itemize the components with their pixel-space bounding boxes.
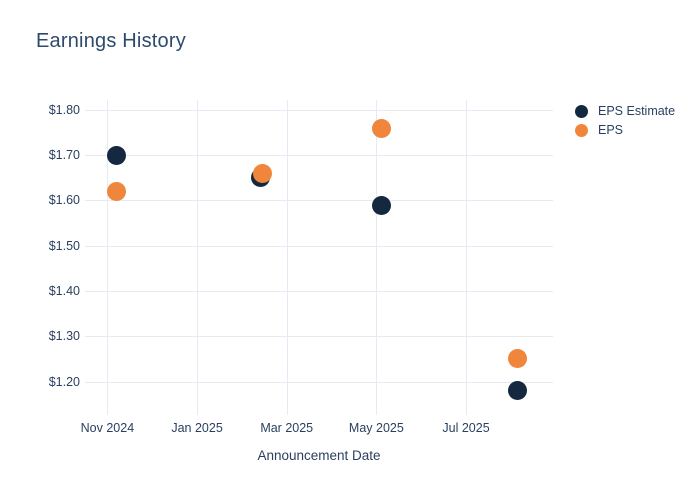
legend-item-eps[interactable]: EPS (575, 123, 675, 137)
gridline-horizontal (85, 155, 553, 157)
gridline-vertical (107, 100, 109, 415)
x-axis: Nov 2024 Jan 2025 Mar 2025 May 2025 Jul 2025 (81, 421, 553, 439)
data-point-eps-estimate[interactable] (106, 145, 126, 165)
gridline-vertical (197, 100, 199, 415)
data-point-eps[interactable] (106, 181, 126, 201)
x-tick-label: Jul 2025 (442, 421, 490, 435)
data-point-eps[interactable] (372, 118, 392, 138)
legend-label-eps: EPS (598, 123, 624, 137)
y-tick-label: $1.80 (48, 102, 80, 117)
gridline-horizontal (85, 109, 553, 111)
x-tick-label: Mar 2025 (260, 421, 314, 435)
legend-swatch-eps (575, 123, 588, 137)
y-tick-label: $1.30 (48, 329, 80, 344)
gridline-vertical (466, 100, 468, 415)
legend-label-eps-estimate: EPS Estimate (598, 104, 676, 118)
y-tick-label: $1.70 (48, 148, 80, 163)
chart-title: Earnings History (36, 30, 186, 52)
data-point-eps[interactable] (252, 163, 272, 183)
gridline-vertical (286, 100, 288, 415)
gridline-horizontal (85, 245, 553, 247)
gridline-horizontal (85, 290, 553, 292)
gridline-vertical (376, 100, 378, 415)
x-axis-title: Announcement Date (257, 448, 381, 463)
gridline-horizontal (85, 381, 553, 383)
gridline-horizontal (85, 336, 553, 338)
legend-swatch-eps-estimate (575, 104, 588, 118)
x-tick-label: Nov 2024 (80, 421, 135, 435)
legend-item-eps-estimate[interactable]: EPS Estimate (575, 104, 675, 118)
legend: EPS Estimate EPS (575, 104, 675, 137)
y-axis: $1.80 $1.70 $1.60 $1.50 $1.40 $1.30 $1.20 (0, 0, 80, 500)
data-point-eps[interactable] (508, 349, 528, 369)
data-point-eps-estimate[interactable] (372, 195, 392, 215)
y-tick-label: $1.50 (48, 238, 80, 253)
data-point-eps-estimate[interactable] (508, 381, 528, 401)
plot-area (85, 100, 553, 415)
y-tick-label: $1.60 (48, 193, 80, 208)
gridline-horizontal (85, 200, 553, 202)
y-tick-label: $1.40 (48, 283, 80, 298)
x-tick-label: May 2025 (348, 421, 404, 435)
y-tick-label: $1.20 (48, 374, 80, 389)
x-tick-label: Jan 2025 (171, 421, 223, 435)
